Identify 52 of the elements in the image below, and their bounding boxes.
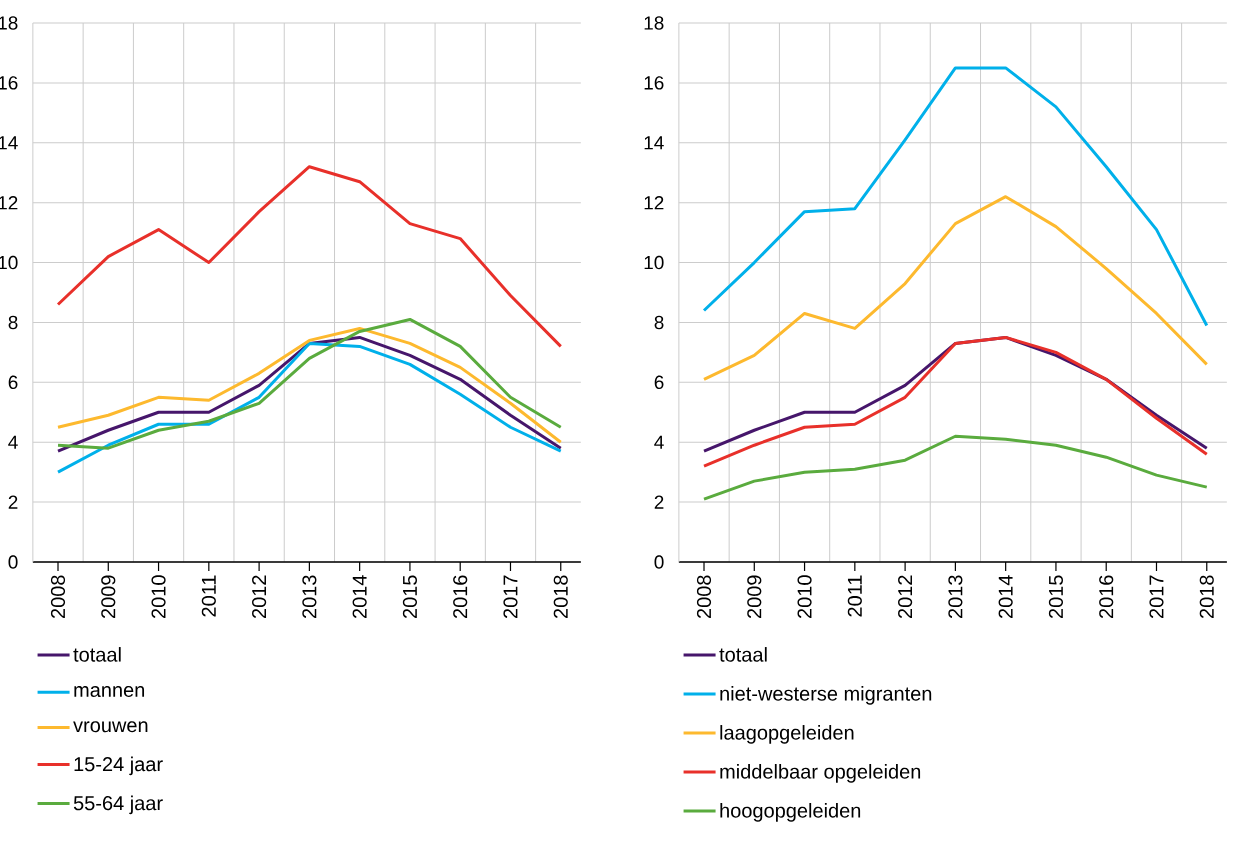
y-tick-label: 0 xyxy=(654,555,664,569)
y-tick-label: 8 xyxy=(8,315,18,330)
x-tick-label: 2018 xyxy=(1199,575,1214,619)
line-series xyxy=(56,165,563,348)
y-tick-label: 16 xyxy=(644,76,664,90)
x-tick-label: 2009 xyxy=(101,575,116,619)
x-tick-label: 2011 xyxy=(847,575,862,617)
y-tick-label: 18 xyxy=(644,16,664,30)
y-tick-label: 10 xyxy=(644,255,664,270)
y-tick-label: 4 xyxy=(8,435,18,449)
legend-label: niet-westerse migranten xyxy=(720,686,932,705)
y-tick-label: 12 xyxy=(644,196,664,210)
y-tick-label: 8 xyxy=(654,315,664,330)
x-tick-label: 2012 xyxy=(252,575,267,619)
x-tick-label: 2009 xyxy=(747,575,762,619)
y-tick-label: 4 xyxy=(654,435,664,449)
y-tick-label: 0 xyxy=(8,555,18,569)
line-series xyxy=(56,341,563,474)
y-tick-label: 6 xyxy=(654,375,664,390)
line-series xyxy=(702,195,1209,381)
x-tick-label: 2008 xyxy=(50,575,66,619)
x-tick-label: 2017 xyxy=(1149,575,1164,619)
x-tick-label: 2012 xyxy=(898,575,913,619)
x-tick-label: 2015 xyxy=(1048,575,1064,619)
y-tick-label: 6 xyxy=(8,375,18,390)
legend-label: totaal xyxy=(73,647,121,662)
x-tick-label: 2017 xyxy=(503,575,518,619)
x-tick-label: 2016 xyxy=(453,575,468,619)
x-tick-label: 2013 xyxy=(948,575,963,619)
x-tick-label: 2010 xyxy=(797,575,812,619)
line-series xyxy=(702,66,1209,327)
x-tick-label: 2013 xyxy=(302,575,317,619)
line-series xyxy=(702,434,1209,501)
legend-label: laagopgeleiden xyxy=(720,725,854,744)
x-tick-label: 2008 xyxy=(696,575,712,619)
y-tick-label: 2 xyxy=(8,495,18,509)
x-tick-label: 2014 xyxy=(998,575,1013,619)
legend-label: 55-64 jaar xyxy=(73,795,163,815)
legend-label: hoogopgeleiden xyxy=(720,803,861,822)
x-tick-label: 2014 xyxy=(352,575,367,619)
legend-label: 15-24 jaar xyxy=(74,756,163,776)
x-tick-label: 2010 xyxy=(151,575,166,619)
x-tick-label: 2011 xyxy=(201,575,216,617)
x-tick-label: 2018 xyxy=(553,575,568,619)
x-tick-label: 2015 xyxy=(402,575,417,619)
x-tick-label: 2016 xyxy=(1099,575,1114,619)
legend-label: vrouwen xyxy=(73,721,148,733)
legend-label: mannen xyxy=(74,686,145,697)
y-tick-label: 2 xyxy=(654,495,664,509)
legend-label: totaal xyxy=(719,647,767,662)
legend-label: middelbaar opgeleiden xyxy=(720,764,921,783)
y-tick-label: 14 xyxy=(644,136,664,150)
